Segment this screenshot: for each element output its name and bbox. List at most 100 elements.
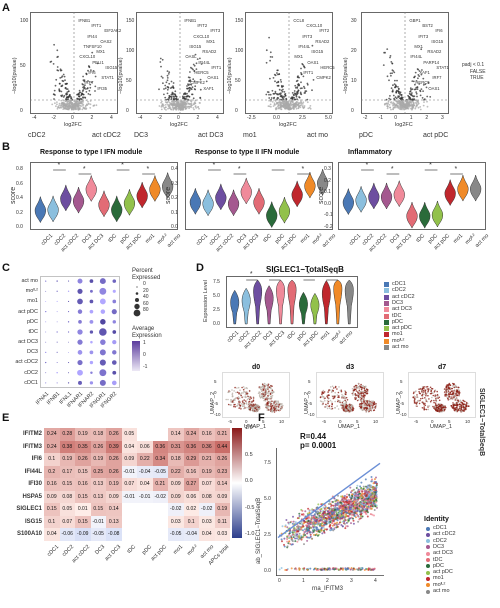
umap-point [430,390,432,393]
umap-point [260,388,263,391]
umap-point [345,401,347,404]
volcano-point [275,106,278,109]
volcano-point [408,96,411,98]
umap-point [277,400,279,402]
volcano-point [193,101,196,104]
umap-point [365,410,368,413]
volcano-xtick: 0 [177,115,180,121]
heatmap-cell: 0.21 [214,428,230,441]
volcano-point [171,92,174,95]
umap-point [271,410,273,413]
umap-point [355,390,358,392]
heatmap-cell: 0.13 [90,478,106,491]
heatmap-cell: 0.21 [152,478,168,491]
volcano-point [172,98,175,101]
umap-point [265,398,267,400]
scatter-point [283,543,285,546]
umap-point [435,397,437,400]
heatmap-cell: -0.02 [152,490,168,503]
volcano-point [50,60,53,63]
umap-point [345,407,348,410]
umap-point [361,400,363,403]
umap-point [227,403,230,406]
volcano-point [398,95,401,98]
umap-point [275,409,277,412]
heatmap-cell: 0.1 [44,453,60,466]
volcano-point [413,102,415,105]
umap-point [438,410,441,413]
umap-point [348,403,351,406]
siglec-legend-swatch [384,313,389,319]
dotplot-percent-title: Percent [132,268,153,274]
volcano-point [417,74,420,76]
volcano-point [284,94,287,97]
volcano-point [169,106,171,109]
heatmap-cell: 0.19 [214,503,230,516]
volcano-ylabel: −log10(pvalue) [343,57,349,94]
volcano-point [68,107,71,110]
volcano-point [391,90,394,93]
heatmap-cell: 0.03 [199,515,215,528]
violin-tDC [406,202,418,229]
volcano-xlabel: log2FC [395,122,413,128]
dotplot-area [40,276,120,388]
volcano-point [193,80,196,83]
umap-point [362,392,365,395]
volcano-point [194,99,197,102]
violin-ytick: 0.1 [171,209,178,216]
heatmap-cell: 0.39 [106,440,122,453]
umap-point [455,386,457,388]
volcano-point [394,96,397,99]
scatter-point [290,543,293,546]
heatmap-cell: 0.36 [199,440,215,453]
volcano-ytick: 10 [351,78,357,84]
volcano-point [90,69,92,71]
heatmap-cell [121,528,137,541]
volcano-point [420,88,423,90]
volcano-point [71,105,74,108]
dotplot-dot [56,300,58,302]
umap-point [421,389,423,392]
violin-ytick: 0.3 [324,166,331,172]
scatter-point [352,522,355,525]
violin-cDC1 [34,196,46,224]
volcano-point [64,106,66,109]
umap-point [425,399,427,401]
umap-point [238,397,241,399]
heatmap-cell: 0.26 [106,428,122,441]
volcano-point [269,77,271,80]
volcano-point [164,87,167,90]
volcano-point [87,100,89,103]
umap-point [354,386,357,388]
scatter-point [349,568,352,571]
heatmap-cell: 0.1 [183,515,199,528]
umap-point [262,397,264,400]
umap-point [452,397,454,400]
volcano-point [405,103,407,106]
volcano-point [409,97,412,100]
umap-point [425,408,428,411]
volcano-point [170,98,173,101]
panel-b-label: B [2,141,10,153]
volcano-point [64,87,67,90]
umap-point [416,396,419,399]
volcano-point [414,83,416,86]
umap-point [461,401,463,404]
volcano-point [161,77,164,79]
umap-point [429,392,432,395]
scatter-point [335,504,338,507]
siglec-legend-swatch [384,300,389,306]
umap-point [261,383,264,386]
volcano-ytick: 150 [126,18,135,24]
dotplot-dot [67,331,70,333]
volcano-ytick: 100 [20,18,29,24]
umap-d0 [222,372,290,418]
volcano-point [170,86,173,89]
volcano-point [89,103,92,106]
volcano-point [410,99,412,102]
dotplot-color-bar [132,341,140,371]
volcano-point [419,106,422,108]
umap-point [427,394,429,397]
umap-point [444,389,447,391]
volcano-ylabel: −log10(pvalue) [12,57,18,94]
